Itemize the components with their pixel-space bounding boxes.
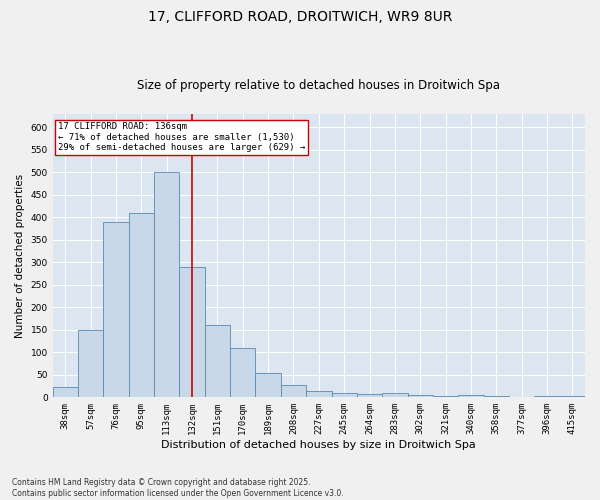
Bar <box>407 395 433 398</box>
Bar <box>560 396 585 398</box>
Bar <box>103 222 129 398</box>
Bar <box>205 326 230 398</box>
Bar <box>433 396 458 398</box>
Bar <box>256 372 281 398</box>
Text: 17, CLIFFORD ROAD, DROITWICH, WR9 8UR: 17, CLIFFORD ROAD, DROITWICH, WR9 8UR <box>148 10 452 24</box>
Bar <box>458 395 484 398</box>
Bar <box>306 390 332 398</box>
Text: Contains HM Land Registry data © Crown copyright and database right 2025.
Contai: Contains HM Land Registry data © Crown c… <box>12 478 344 498</box>
Bar <box>78 330 103 398</box>
Bar <box>484 396 509 398</box>
Bar <box>129 213 154 398</box>
Title: Size of property relative to detached houses in Droitwich Spa: Size of property relative to detached ho… <box>137 79 500 92</box>
Bar <box>281 384 306 398</box>
Bar <box>154 172 179 398</box>
Bar <box>332 393 357 398</box>
Bar <box>535 396 560 398</box>
Bar <box>230 348 256 398</box>
Text: 17 CLIFFORD ROAD: 136sqm
← 71% of detached houses are smaller (1,530)
29% of sem: 17 CLIFFORD ROAD: 136sqm ← 71% of detach… <box>58 122 305 152</box>
Bar <box>53 388 78 398</box>
Y-axis label: Number of detached properties: Number of detached properties <box>15 174 25 338</box>
X-axis label: Distribution of detached houses by size in Droitwich Spa: Distribution of detached houses by size … <box>161 440 476 450</box>
Bar <box>357 394 382 398</box>
Bar <box>382 394 407 398</box>
Bar <box>179 267 205 398</box>
